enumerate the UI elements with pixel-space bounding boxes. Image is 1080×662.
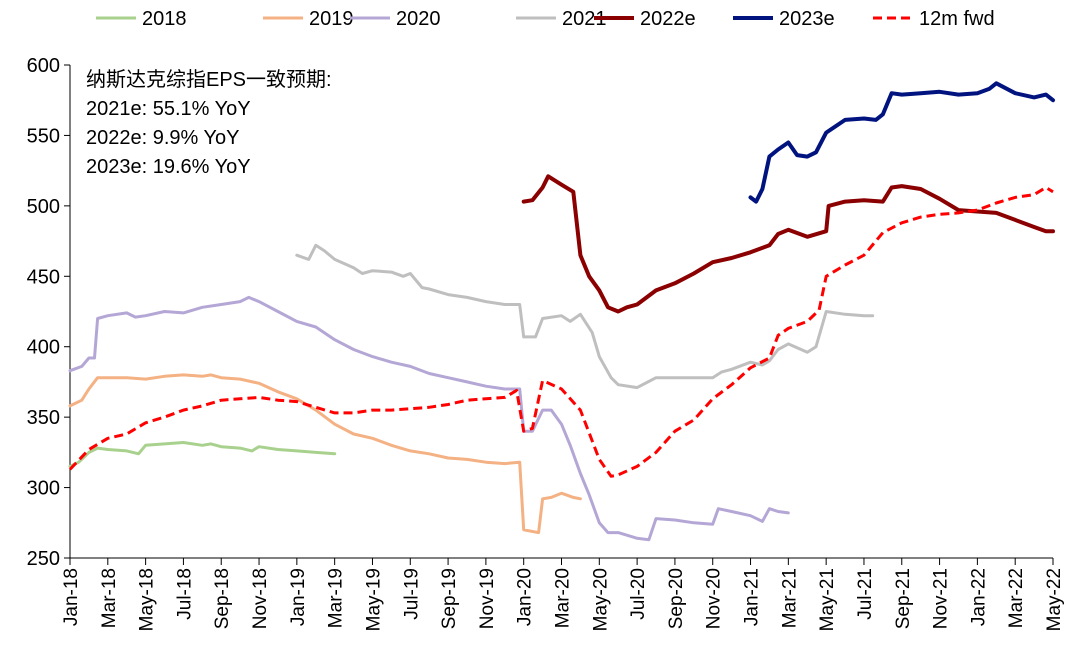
x-tick-label: Sep-19 xyxy=(439,568,460,629)
legend-label: 2023e xyxy=(779,8,835,30)
series-line-2019 xyxy=(68,373,582,535)
x-tick-label: Jan-18 xyxy=(61,568,82,626)
legend-label: 2019 xyxy=(309,8,354,30)
x-tick-label: Nov-19 xyxy=(477,568,498,629)
x-tick-label: Mar-18 xyxy=(99,568,120,628)
y-axis: 250 300 350 400 450 500 550 600 xyxy=(27,55,71,570)
x-tick-label: Jan-19 xyxy=(288,568,309,626)
x-tick-label: Nov-21 xyxy=(931,568,952,629)
x-tick-label: Jul-20 xyxy=(628,568,649,620)
x-tick-label: Jul-19 xyxy=(401,568,422,620)
x-tick-label: Sep-21 xyxy=(893,568,914,629)
series-line-2020 xyxy=(68,295,790,542)
legend-label: 2021 xyxy=(562,8,607,30)
y-tick-label: 400 xyxy=(27,337,60,359)
annotation-box: 纳斯达克综指EPS一致预期: 2021e: 55.1% YoY 2022e: 9.9… xyxy=(86,68,332,178)
y-tick-label: 250 xyxy=(27,548,60,570)
series-line-2021 xyxy=(295,243,875,390)
y-tick-label: 450 xyxy=(27,266,60,288)
annotation-line: 2023e: 19.6% YoY xyxy=(86,156,251,178)
x-axis: Jan-18 Mar-18 May-18 Jul-18 Sep-18 Nov-18 Jan-… xyxy=(61,557,1065,631)
x-tick-label: Jan-21 xyxy=(742,568,763,626)
y-tick-label: 350 xyxy=(27,407,60,429)
series-line-2018 xyxy=(68,441,337,468)
plot-area xyxy=(68,81,1055,542)
legend-label: 2020 xyxy=(396,8,441,30)
x-tick-label: Nov-18 xyxy=(250,568,271,629)
series-line-2022e xyxy=(521,174,1055,314)
annotation-line: 2022e: 9.9% YoY xyxy=(86,127,239,149)
x-tick-label: May-21 xyxy=(817,568,838,631)
x-tick-label: May-18 xyxy=(137,568,158,631)
x-tick-label: Mar-22 xyxy=(1006,568,1027,628)
x-tick-label: May-22 xyxy=(1044,568,1065,631)
x-tick-label: May-20 xyxy=(590,568,611,631)
x-tick-label: Mar-20 xyxy=(553,568,574,628)
y-tick-label: 300 xyxy=(27,478,60,500)
series-line-2023e xyxy=(748,81,1055,204)
legend-label: 2018 xyxy=(142,8,187,30)
y-tick-label: 500 xyxy=(27,196,60,218)
x-tick-label: Sep-18 xyxy=(212,568,233,629)
x-tick-label: Mar-21 xyxy=(779,568,800,628)
x-tick-label: Jul-21 xyxy=(855,568,876,620)
legend-label: 2022e xyxy=(640,8,696,30)
annotation-line: 2021e: 55.1% YoY xyxy=(86,98,251,120)
x-tick-label: Sep-20 xyxy=(666,568,687,629)
legend-label: 12m fwd xyxy=(919,8,995,30)
y-tick-label: 600 xyxy=(27,55,60,77)
annotation-line: 纳斯达克综指EPS一致预期: xyxy=(86,68,332,91)
x-tick-label: Jul-18 xyxy=(174,568,195,620)
x-tick-label: Nov-20 xyxy=(704,568,725,629)
x-tick-label: Jan-20 xyxy=(515,568,536,626)
x-tick-label: May-19 xyxy=(363,568,384,631)
y-tick-label: 550 xyxy=(27,125,60,147)
legend: 2018 2019 2020 2021 2022e 2023e 12m fwd xyxy=(96,8,995,30)
x-tick-label: Jan-22 xyxy=(968,568,989,626)
x-tick-label: Mar-19 xyxy=(326,568,347,628)
series-line-12m-fwd xyxy=(68,186,1054,478)
